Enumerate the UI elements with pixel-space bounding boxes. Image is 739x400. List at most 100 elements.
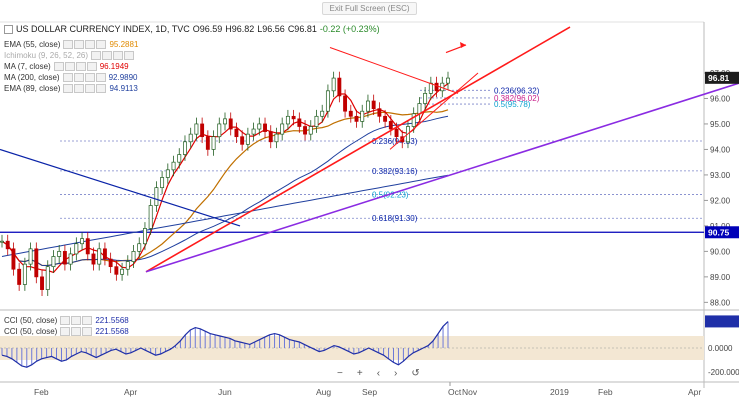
y-tick-label: 95.00	[710, 120, 731, 129]
candle-body	[240, 136, 245, 145]
candle-body	[0, 240, 4, 243]
cci-value: 221.5568	[95, 316, 129, 325]
candle-body	[291, 115, 296, 120]
candle-body	[40, 276, 44, 290]
fib-label: 0.382(93.16)	[372, 167, 418, 176]
exit-fullscreen-button[interactable]: Exit Full Screen (ESC)	[322, 1, 417, 15]
candle-body	[154, 187, 159, 206]
candle-body	[148, 205, 153, 229]
candle-body	[360, 110, 365, 122]
indicator-buttons[interactable]	[53, 62, 97, 71]
indicator-buttons[interactable]	[60, 316, 93, 325]
fib-label: 0.236(94.33)	[372, 137, 418, 146]
x-tick-label: Sep	[362, 387, 377, 397]
collapse-icon[interactable]	[4, 24, 13, 34]
indicator-label: EMA (55, close)	[4, 40, 61, 49]
indicator-ema89[interactable]: EMA (89, close) 94.9113	[4, 84, 138, 93]
candle-body	[337, 77, 342, 97]
cci-label: CCI (50, close)	[4, 316, 58, 325]
change-value: -0.22 (+0.23%)	[319, 24, 380, 34]
x-tick-label: Nov	[462, 387, 478, 397]
high-value: H96.82	[225, 24, 255, 34]
indicator-buttons[interactable]	[91, 51, 135, 60]
indicator-value: 95.2881	[109, 40, 139, 49]
candle-body	[28, 248, 33, 265]
indicator-ma7[interactable]: MA (7, close) 96.1949	[4, 62, 129, 71]
x-tick-label: Apr	[124, 387, 137, 397]
candle-body	[97, 248, 102, 265]
candle-body	[217, 123, 222, 138]
scroll-left-button[interactable]: ‹	[376, 367, 381, 379]
candle-body	[223, 118, 227, 125]
candle-body	[388, 121, 393, 130]
candle-body	[91, 253, 96, 265]
fib-label: 0.5(92.23)	[372, 191, 409, 200]
cci-legend-2[interactable]: CCI (50, close) 221.5568	[4, 327, 129, 336]
indicator-buttons[interactable]	[62, 73, 106, 82]
candle-body	[423, 93, 428, 104]
price-tag	[705, 71, 739, 84]
indicator-label: Ichimoku (9, 26, 52, 26)	[4, 51, 89, 60]
candle-body	[137, 243, 142, 252]
y-tick-label: 88.00	[710, 298, 731, 307]
candle-body	[348, 110, 353, 117]
candle-body	[160, 177, 165, 189]
candle-body	[183, 141, 187, 155]
indicator-ma200[interactable]: MA (200, close) 92.9890	[4, 73, 138, 82]
indicator-buttons[interactable]	[63, 40, 107, 49]
indicator-ema55[interactable]: EMA (55, close) 95.2881	[4, 40, 138, 49]
candle-body	[245, 133, 250, 145]
zoom-out-button[interactable]: −	[337, 367, 343, 379]
candle-body	[228, 118, 233, 130]
indicator-value: 96.1949	[99, 62, 129, 71]
candle-body	[11, 248, 16, 270]
triangle-top-line	[329, 47, 459, 94]
zoom-in-button[interactable]: +	[356, 367, 363, 379]
candle-body	[85, 238, 90, 255]
fib-label: 0.618(91.30)	[372, 214, 418, 223]
candle-body	[383, 115, 388, 122]
chart-controls: − + ‹ › ↺	[337, 366, 420, 380]
candle-body	[171, 161, 176, 171]
candle-body	[257, 123, 262, 130]
y-tick-label: 94.00	[710, 145, 731, 154]
candle-body	[411, 113, 416, 127]
indicator-buttons[interactable]	[63, 84, 107, 93]
candle-body	[188, 133, 193, 143]
cci-legend-1[interactable]: CCI (50, close) 221.5568	[4, 316, 129, 325]
y-tick-label: 96.00	[710, 94, 731, 103]
candle-body	[211, 136, 216, 150]
candle-body	[34, 248, 39, 278]
candle-body	[57, 251, 62, 257]
x-tick-label: Feb	[34, 387, 49, 397]
indicator-ichimoku[interactable]: Ichimoku (9, 26, 52, 26)	[4, 51, 135, 60]
top-bar: Exit Full Screen (ESC)	[0, 0, 739, 16]
reset-chart-button[interactable]: ↺	[411, 367, 420, 379]
cci-value-tag	[705, 315, 739, 328]
candle-body	[114, 266, 119, 275]
candle-body	[68, 253, 73, 265]
candle-body	[251, 128, 256, 135]
scroll-right-button[interactable]: ›	[394, 367, 398, 379]
cci-value: 221.5568	[95, 327, 129, 336]
candle-body	[51, 256, 56, 268]
indicator-value: 92.9890	[108, 73, 138, 82]
y-tick-label: 90.00	[710, 247, 731, 256]
candle-body	[308, 126, 313, 135]
cci-tick-label: 0.0000	[708, 344, 733, 353]
candle-body	[394, 128, 399, 138]
candle-body	[297, 118, 302, 127]
candle-body	[280, 123, 285, 135]
candle-body	[268, 131, 273, 143]
indicator-label: MA (200, close)	[4, 73, 60, 82]
candle-body	[343, 95, 348, 112]
indicator-label: MA (7, close)	[4, 62, 51, 71]
price-tag-label: 90.75	[708, 227, 730, 237]
candle-body	[377, 108, 382, 117]
indicator-buttons[interactable]	[60, 327, 93, 336]
indicator-label: EMA (89, close)	[4, 84, 61, 93]
candle-body	[131, 251, 136, 262]
downtrend-line	[0, 148, 241, 227]
